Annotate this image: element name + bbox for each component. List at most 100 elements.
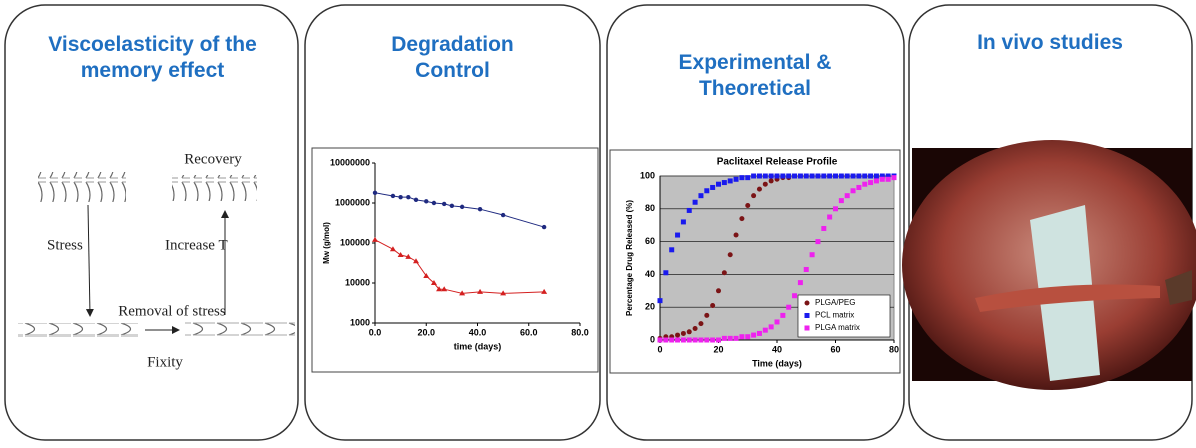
panel [304,4,601,441]
y-tick-label: 100 [640,170,655,180]
diagram-label: Recovery [184,151,242,167]
point [862,173,868,179]
point [856,184,862,190]
point [838,173,844,179]
y-tick-label: 10000 [345,277,370,287]
point [477,206,483,212]
arrow [85,204,94,317]
x-tick-label: 0.0 [369,327,382,337]
x-tick-label: 0 [657,344,662,354]
x-tick-label: 20 [713,344,723,354]
point [716,337,721,343]
point [762,173,768,179]
point [768,324,774,330]
point [733,176,739,182]
diagram-label: Removal of stress [118,303,226,319]
point [669,247,675,253]
point [704,312,710,318]
point [686,207,692,213]
point [477,288,484,294]
point [868,180,874,186]
point [405,253,412,259]
panel [606,4,905,441]
legend-label: PCL matrix [815,311,854,320]
point [710,303,716,309]
y-tick-label: 20 [645,302,655,312]
point [774,319,780,325]
point [692,337,698,343]
point [821,225,827,231]
point [739,175,745,181]
point [430,280,437,285]
point [833,206,838,212]
point [669,337,675,343]
point [756,173,762,179]
legend-marker [804,313,810,318]
point [500,290,507,296]
point [436,286,443,292]
point [873,178,879,184]
point [762,327,768,333]
point [721,335,727,341]
point [833,173,838,179]
point [657,337,663,343]
point [675,332,681,338]
point [885,173,891,179]
point [441,286,448,292]
point [372,236,378,242]
point [459,290,466,296]
point [449,203,455,209]
x-tick-label: 40.0 [469,327,487,337]
point [786,173,792,179]
y-tick-label: 1000000 [335,197,370,207]
diagram-label: Stress [47,237,83,253]
legend-label: PLGA/PEG [815,298,855,307]
x-axis-label: Time (days) [752,358,802,368]
point [733,232,739,238]
x-tick-label: 80.0 [571,327,589,337]
photo [902,140,1196,390]
chart-title: Paclitaxel Release Profile [717,157,838,168]
point [657,298,663,304]
point [733,335,739,341]
point [721,180,727,186]
panel-title: Degradation Control [391,33,514,82]
point [809,252,815,258]
point [389,246,396,252]
point [756,330,762,336]
x-tick-label: 60 [830,344,840,354]
point [745,334,751,340]
y-axis-label: Mw (g/mol) [322,222,331,264]
point [541,288,548,294]
point [413,197,419,203]
point [745,175,751,181]
point [680,337,686,343]
x-tick-label: 80 [889,344,899,354]
x-tick-label: 20.0 [417,327,435,337]
point [692,199,698,205]
title-box: In vivo studies [977,31,1123,54]
y-tick-label: 60 [645,236,655,246]
legend-marker [804,325,810,331]
point [721,270,727,276]
point [827,214,833,220]
point [879,176,885,182]
spring [172,175,257,201]
title-box: Experimental & Theoretical [679,51,832,100]
point [868,173,874,179]
point [686,329,692,335]
point [698,193,704,199]
x-axis-label: time (days) [454,341,502,351]
point [803,173,809,179]
point [663,337,669,343]
y-tick-label: 80 [645,203,655,213]
point [838,198,844,204]
point [663,270,669,276]
point [710,184,716,190]
point [786,304,792,310]
point [803,266,809,272]
point [751,193,757,199]
point [850,188,856,194]
point [710,337,716,343]
